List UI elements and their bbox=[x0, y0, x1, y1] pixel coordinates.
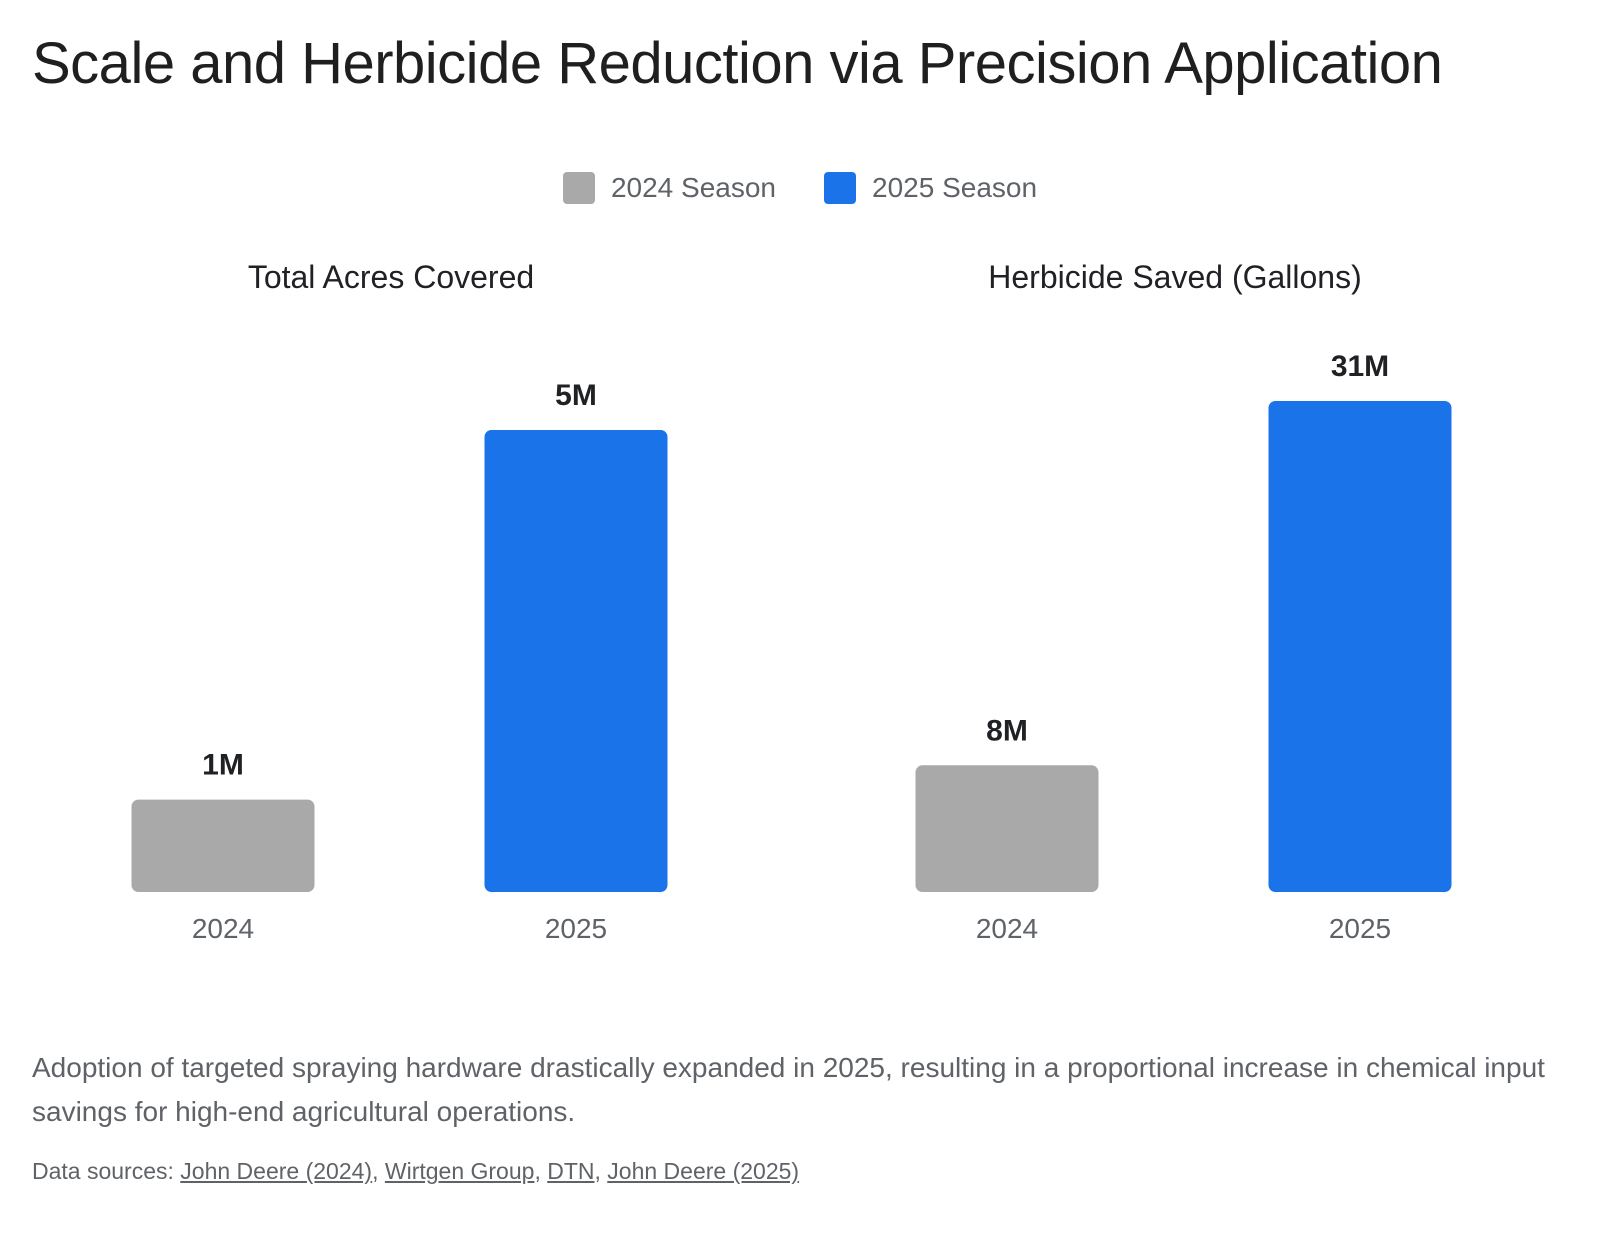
data-sources: Data sources: John Deere (2024), Wirtgen… bbox=[32, 1158, 800, 1184]
legend-label-2024: 2024 Season bbox=[610, 172, 776, 203]
x-tick-label-2024: 2024 bbox=[192, 913, 254, 944]
data-label-2025: 31M bbox=[1331, 350, 1389, 383]
source-link-john-deere-2024[interactable]: John Deere (2024) bbox=[180, 1158, 373, 1184]
legend-label-2025: 2025 Season bbox=[872, 172, 1038, 203]
chart-title: Scale and Herbicide Reduction via Precis… bbox=[32, 31, 1443, 96]
data-label-2024: 1M bbox=[202, 749, 244, 782]
x-tick-label-2025: 2025 bbox=[545, 913, 607, 944]
x-tick-label-2025: 2025 bbox=[1329, 913, 1391, 944]
legend-item-2025: 2025 Season bbox=[824, 172, 1037, 204]
bar-2024 bbox=[915, 765, 1099, 892]
panel-title: Total Acres Covered bbox=[248, 259, 534, 295]
source-link-dtn[interactable]: DTN bbox=[547, 1158, 595, 1184]
panel-title: Herbicide Saved (Gallons) bbox=[988, 259, 1362, 295]
legend: 2024 Season 2025 Season bbox=[0, 172, 1600, 204]
legend-swatch-2025 bbox=[824, 172, 856, 204]
bar-2025 bbox=[484, 430, 668, 892]
legend-item-2024: 2024 Season bbox=[562, 172, 776, 204]
chart-panel-herbicide: Herbicide Saved (Gallons) 8M 2024 31M 2025 bbox=[915, 259, 1452, 944]
legend-swatch-2024 bbox=[562, 172, 595, 204]
data-label-2024: 8M bbox=[986, 714, 1028, 747]
bar-2024 bbox=[131, 799, 315, 892]
x-tick-label-2024: 2024 bbox=[976, 913, 1038, 944]
source-link-wirtgen-group[interactable]: Wirtgen Group bbox=[384, 1158, 535, 1184]
data-label-2025: 5M bbox=[555, 379, 597, 412]
sources-prefix: Data sources: bbox=[32, 1158, 174, 1184]
footnote: Adoption of targeted spraying hardware d… bbox=[32, 1052, 1545, 1127]
source-link-john-deere-2025[interactable]: John Deere (2025) bbox=[607, 1158, 800, 1184]
chart-panel-acres: Total Acres Covered 1M 2024 5M 2025 bbox=[131, 259, 668, 944]
bar-2025 bbox=[1268, 401, 1452, 892]
